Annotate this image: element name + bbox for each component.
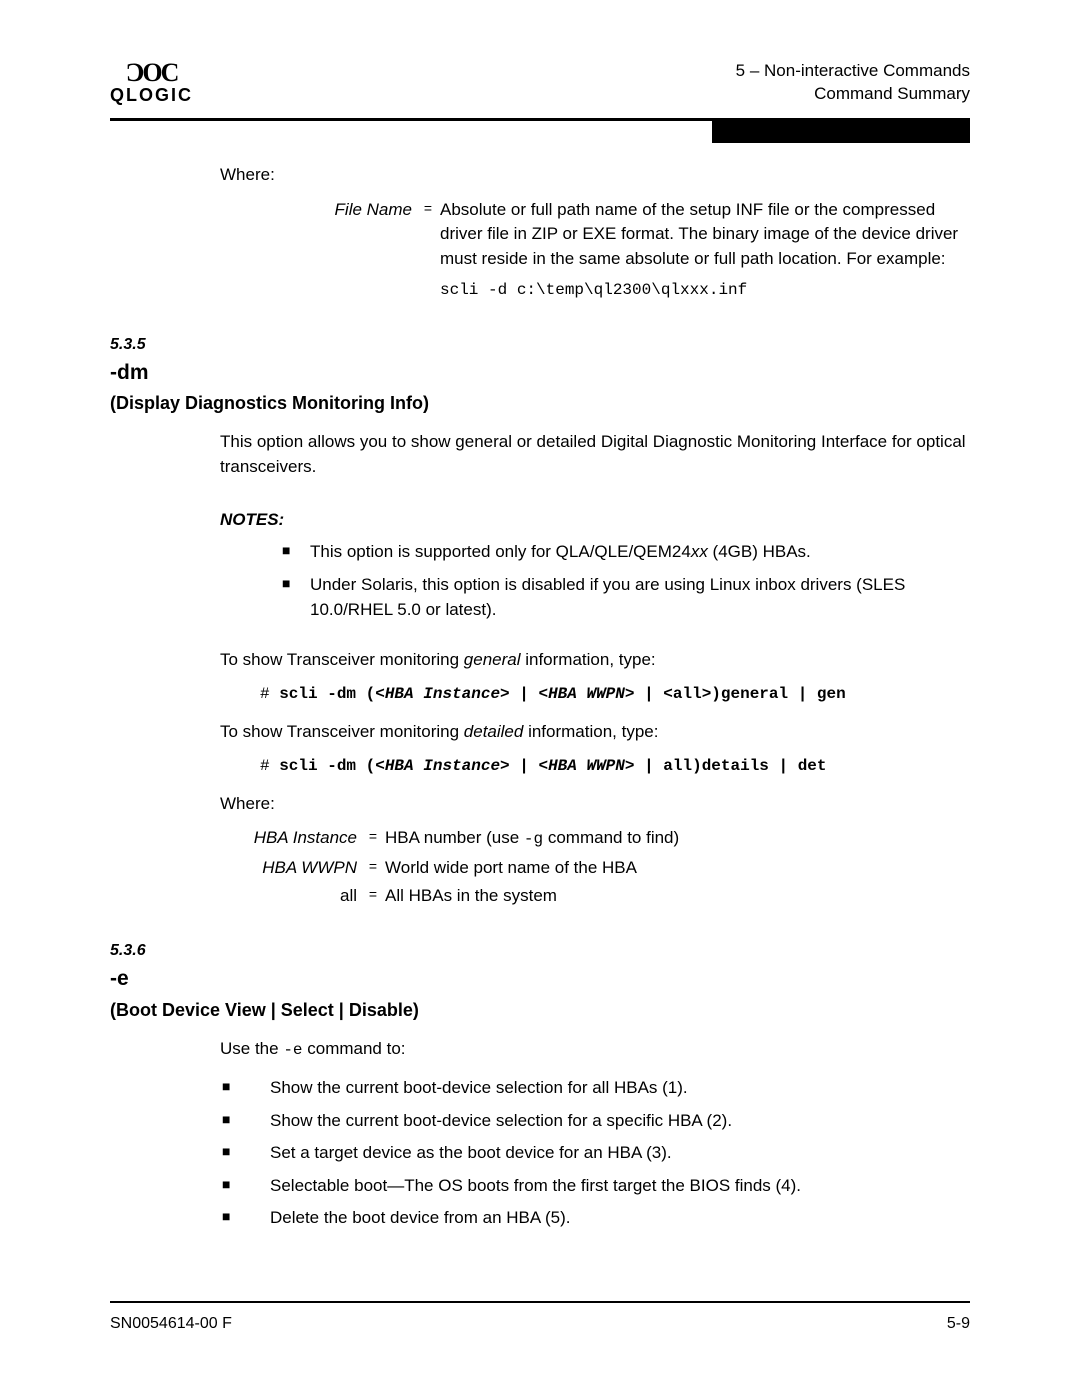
cmd-det-d: HBA WWPN xyxy=(548,757,625,775)
sub-title-e: (Boot Device View | Select | Disable) xyxy=(110,997,970,1023)
section-number-535: 5.3.5 xyxy=(110,333,970,356)
e-bullet-4: Selectable boot—The OS boots from the fi… xyxy=(220,1174,970,1199)
e-intro-code: -e xyxy=(283,1041,302,1059)
eq-1: = xyxy=(365,826,381,846)
cmd-gen-b: HBA Instance xyxy=(385,685,500,703)
logo-glyph: ƆOC xyxy=(126,60,178,86)
header-blackbar xyxy=(712,121,970,143)
e-bullet-3: Set a target device as the boot device f… xyxy=(220,1141,970,1166)
cmd-det-hash: # xyxy=(260,757,279,775)
e-intro-pre: Use the xyxy=(220,1039,283,1058)
cmd-det-a: scli -dm (< xyxy=(279,757,385,775)
notes-list: This option is supported only for QLA/QL… xyxy=(280,540,970,622)
dm-intro: This option allows you to show general o… xyxy=(220,430,970,479)
det-pre: To show Transceiver monitoring xyxy=(220,722,464,741)
content-body: Where: File Name = Absolute or full path… xyxy=(110,163,970,1335)
term-hba-wwpn: HBA WWPN xyxy=(110,856,365,881)
note-item-2: Under Solaris, this option is disabled i… xyxy=(280,573,970,622)
logo-wordmark: QLOGIC xyxy=(110,86,193,106)
page-header: ƆOC QLOGIC 5 – Non-interactive Commands … xyxy=(110,60,970,106)
cmd-gen-hash: # xyxy=(260,685,279,703)
term-all: all xyxy=(110,884,365,909)
footer-row: SN0054614-00 F 5-9 xyxy=(110,1312,970,1335)
cmd-detailed: # scli -dm (<HBA Instance> | <HBA WWPN> … xyxy=(260,755,970,778)
header-right: 5 – Non-interactive Commands Command Sum… xyxy=(736,60,970,106)
def-hba-instance: HBA Instance = HBA number (use -g comman… xyxy=(110,826,970,851)
page: ƆOC QLOGIC 5 – Non-interactive Commands … xyxy=(0,0,1080,1397)
gen-post: information, type: xyxy=(521,650,656,669)
desc-hba-instance: HBA number (use -g command to find) xyxy=(381,826,970,851)
section-label: Command Summary xyxy=(736,83,970,106)
note1-post: (4GB) HBAs. xyxy=(708,542,811,561)
det-it: detailed xyxy=(464,722,524,741)
footer-right: 5-9 xyxy=(947,1312,970,1335)
def-term-filename: File Name xyxy=(110,198,420,223)
e-bullet-1: Show the current boot-device selection f… xyxy=(220,1076,970,1101)
gen-pre: To show Transceiver monitoring xyxy=(220,650,464,669)
where-label-2: Where: xyxy=(220,792,970,817)
detailed-info-lead: To show Transceiver monitoring detailed … xyxy=(220,720,970,745)
d1-code: -g xyxy=(524,830,543,848)
det-post: information, type: xyxy=(523,722,658,741)
example-code-filename: scli -d c:\temp\ql2300\qlxxx.inf xyxy=(440,279,970,302)
e-bullet-2: Show the current boot-device selection f… xyxy=(220,1109,970,1134)
d1-post: command to find) xyxy=(543,828,679,847)
cmd-det-b: HBA Instance xyxy=(385,757,500,775)
where-label-1: Where: xyxy=(220,163,970,188)
desc-all: All HBAs in the system xyxy=(381,884,970,909)
cmd-gen-a: scli -dm (< xyxy=(279,685,385,703)
gen-it: general xyxy=(464,650,521,669)
logo: ƆOC QLOGIC xyxy=(110,60,193,106)
e-bullet-5: Delete the boot device from an HBA (5). xyxy=(220,1206,970,1231)
cmd-gen-e: > | <all>)general | gen xyxy=(625,685,846,703)
note1-italic: xx xyxy=(691,542,708,561)
chapter-label: 5 – Non-interactive Commands xyxy=(736,60,970,83)
sub-title-dm: (Display Diagnostics Monitoring Info) xyxy=(110,390,970,416)
notes-heading: NOTES: xyxy=(220,508,970,533)
e-bullet-list: Show the current boot-device selection f… xyxy=(220,1076,970,1231)
cmd-gen-c: > | < xyxy=(500,685,548,703)
term-hba-instance: HBA Instance xyxy=(110,826,365,851)
cmd-gen-d: HBA WWPN xyxy=(548,685,625,703)
e-intro-post: command to: xyxy=(303,1039,406,1058)
cmd-general: # scli -dm (<HBA Instance> | <HBA WWPN> … xyxy=(260,683,970,706)
eq-3: = xyxy=(365,884,381,904)
cmd-det-c: > | < xyxy=(500,757,548,775)
footer-left: SN0054614-00 F xyxy=(110,1312,232,1335)
filename-definition: File Name = Absolute or full path name o… xyxy=(110,198,970,272)
def-hba-wwpn: HBA WWPN = World wide port name of the H… xyxy=(110,856,970,881)
desc-hba-wwpn: World wide port name of the HBA xyxy=(381,856,970,881)
def-all: all = All HBAs in the system xyxy=(110,884,970,909)
cmd-title-dm: -dm xyxy=(110,358,970,388)
cmd-title-e: -e xyxy=(110,964,970,994)
general-info-lead: To show Transceiver monitoring general i… xyxy=(220,648,970,673)
eq-2: = xyxy=(365,856,381,876)
section-number-536: 5.3.6 xyxy=(110,939,970,962)
cmd-det-e: > | all)details | det xyxy=(625,757,827,775)
e-intro: Use the -e command to: xyxy=(220,1037,970,1062)
note-item-1: This option is supported only for QLA/QL… xyxy=(280,540,970,565)
def-eq: = xyxy=(420,198,436,218)
note1-pre: This option is supported only for QLA/QL… xyxy=(310,542,691,561)
d1-pre: HBA number (use xyxy=(385,828,524,847)
footer-rule xyxy=(110,1301,970,1303)
def-desc-filename: Absolute or full path name of the setup … xyxy=(436,198,970,272)
